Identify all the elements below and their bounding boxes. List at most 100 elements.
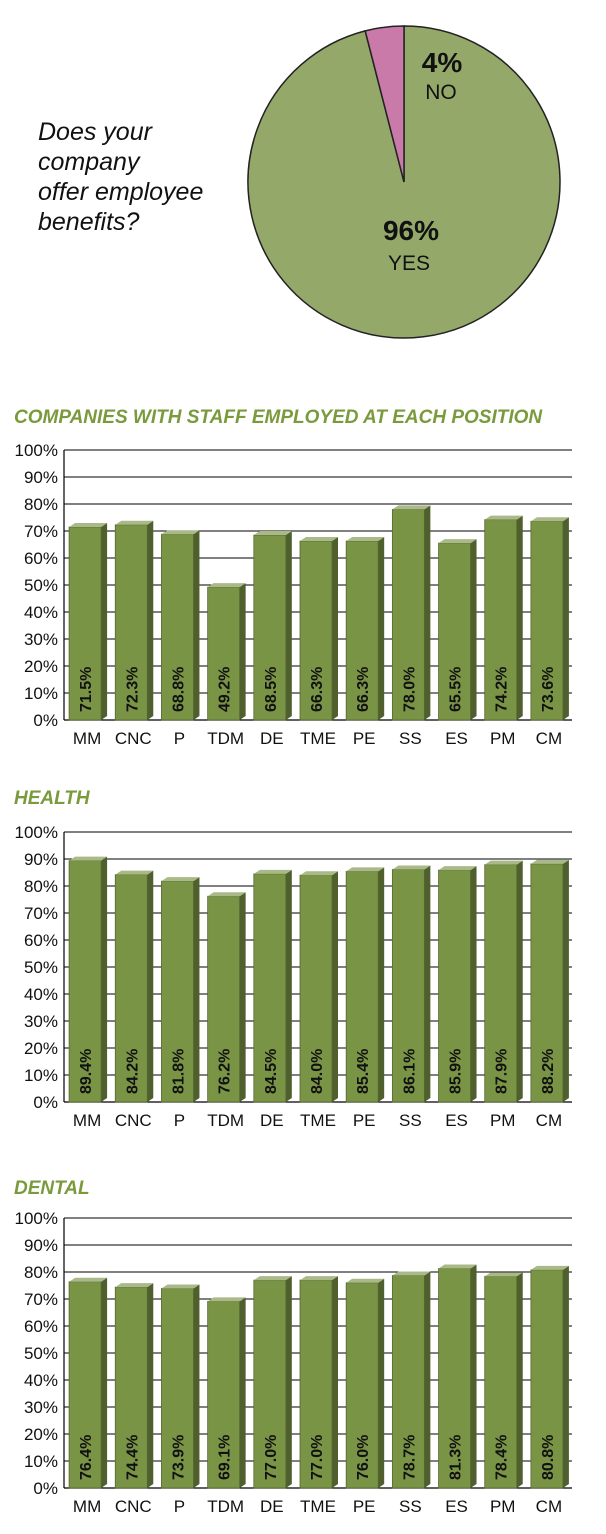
bar-value-label: 88.2% xyxy=(540,1049,557,1094)
y-tick-label: 90% xyxy=(24,850,58,869)
y-tick-label: 30% xyxy=(24,1398,58,1417)
bar-top xyxy=(253,1276,292,1281)
x-tick-label: PE xyxy=(353,729,376,748)
bar xyxy=(530,1269,564,1489)
x-tick-label: TDM xyxy=(207,729,244,748)
x-tick-label: MM xyxy=(73,729,101,748)
bar-side xyxy=(516,1272,523,1488)
bar-value-label: 76.2% xyxy=(217,1049,234,1094)
x-tick-label: TDM xyxy=(207,1111,244,1130)
bar-value-label: 66.3% xyxy=(355,667,372,712)
y-tick-label: 90% xyxy=(24,468,58,487)
bar-value-label: 85.9% xyxy=(448,1049,465,1094)
bar-side xyxy=(239,892,246,1102)
bar-value-label: 73.9% xyxy=(170,1435,187,1480)
y-tick-label: 10% xyxy=(24,1066,58,1085)
bar-value-label: 84.2% xyxy=(124,1049,141,1094)
bar-side xyxy=(193,1284,200,1488)
bar xyxy=(299,1279,333,1489)
bar-value-label: 87.9% xyxy=(494,1049,511,1094)
bar-value-label: 77.0% xyxy=(309,1435,326,1480)
x-tick-label: TME xyxy=(300,1111,336,1130)
bar-top xyxy=(300,1276,338,1281)
bar-side xyxy=(101,856,108,1102)
x-tick-label: TDM xyxy=(207,1497,244,1516)
bar-value-label: 66.3% xyxy=(309,667,326,712)
bar-value-label: 72.3% xyxy=(124,667,141,712)
x-tick-label: SS xyxy=(399,1111,422,1130)
bar xyxy=(345,1282,379,1489)
y-tick-label: 90% xyxy=(24,1236,58,1255)
y-tick-label: 20% xyxy=(24,657,58,676)
question-line: company xyxy=(38,148,140,176)
bar-top xyxy=(161,877,200,882)
bar-top xyxy=(207,1297,246,1302)
bar xyxy=(484,864,518,1103)
bar-side xyxy=(424,865,431,1102)
bar xyxy=(345,540,379,721)
bar-value-label: 68.8% xyxy=(170,667,187,712)
bar-top xyxy=(392,505,431,510)
bar-side xyxy=(332,871,338,1102)
bar-top xyxy=(161,1284,200,1289)
bar-side xyxy=(378,1278,385,1488)
bar-side xyxy=(424,1271,431,1488)
bar xyxy=(68,860,102,1103)
bar-top xyxy=(438,1264,477,1269)
bar-side xyxy=(332,1276,338,1488)
bar-top xyxy=(530,517,569,522)
pie-label-yes: YES xyxy=(388,252,430,275)
bar-top xyxy=(69,1277,108,1282)
bar-top xyxy=(115,520,154,525)
bar-value-label: 80.8% xyxy=(540,1435,557,1480)
x-tick-label: DE xyxy=(260,1497,284,1516)
bar-side xyxy=(193,877,200,1102)
x-tick-label: ES xyxy=(445,1111,468,1130)
bar-side xyxy=(239,583,246,720)
x-tick-label: PM xyxy=(490,729,516,748)
bar xyxy=(114,874,148,1103)
y-tick-label: 20% xyxy=(24,1039,58,1058)
bar-side xyxy=(285,531,292,720)
y-tick-label: 10% xyxy=(24,684,58,703)
bar-side xyxy=(147,870,154,1102)
y-tick-label: 50% xyxy=(24,576,58,595)
question-line: offer employee xyxy=(38,178,204,206)
bar-side xyxy=(378,536,385,720)
y-tick-label: 70% xyxy=(24,1290,58,1309)
bar xyxy=(114,524,148,721)
question-line: benefits? xyxy=(38,208,140,236)
x-tick-label: CM xyxy=(536,1111,562,1130)
bar-side xyxy=(101,1277,108,1488)
bar-chart-dental: 0% 10% 20% 30% 40% 50% 60% 70% 80% 90% 100% 76.4% MM… xyxy=(15,1209,572,1516)
bar xyxy=(68,526,102,721)
bar-top xyxy=(115,870,154,875)
x-tick-label: ES xyxy=(445,1497,468,1516)
y-tick-label: 0% xyxy=(33,1479,58,1498)
y-tick-label: 0% xyxy=(33,1093,58,1112)
bar-value-label: 78.4% xyxy=(494,1435,511,1480)
bar xyxy=(438,542,471,721)
bar xyxy=(438,869,471,1103)
bar-side xyxy=(470,539,477,720)
y-tick-label: 20% xyxy=(24,1425,58,1444)
x-tick-label: SS xyxy=(399,729,422,748)
bar-side xyxy=(378,867,385,1102)
y-tick-label: 70% xyxy=(24,522,58,541)
bar-side xyxy=(516,860,523,1102)
bar xyxy=(530,520,564,721)
x-tick-label: MM xyxy=(73,1497,101,1516)
bar-value-label: 69.1% xyxy=(217,1435,234,1480)
bar-top xyxy=(392,865,431,870)
bar-top xyxy=(69,522,108,527)
bar-value-label: 84.5% xyxy=(263,1049,280,1094)
y-tick-label: 60% xyxy=(24,931,58,950)
y-tick-label: 100% xyxy=(15,1209,58,1228)
bar-side xyxy=(470,866,477,1102)
x-tick-label: CNC xyxy=(115,1111,152,1130)
bar-top xyxy=(484,860,523,865)
bar-top xyxy=(253,531,292,536)
bar-value-label: 71.5% xyxy=(78,667,95,712)
bar-value-label: 76.0% xyxy=(355,1435,372,1480)
bar xyxy=(299,540,333,721)
